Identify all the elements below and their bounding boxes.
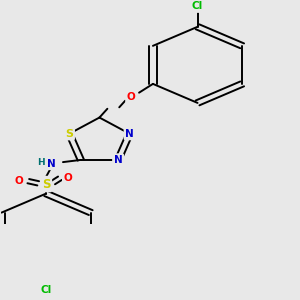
Text: O: O [64, 173, 72, 183]
Text: S: S [42, 178, 50, 190]
Text: N: N [114, 155, 122, 165]
Text: N: N [47, 159, 56, 169]
Text: N: N [125, 129, 134, 139]
Text: S: S [65, 129, 73, 139]
Text: Cl: Cl [40, 285, 52, 295]
Text: O: O [127, 92, 136, 102]
Text: H: H [38, 158, 45, 166]
Text: Cl: Cl [192, 1, 203, 11]
Text: O: O [14, 176, 23, 186]
